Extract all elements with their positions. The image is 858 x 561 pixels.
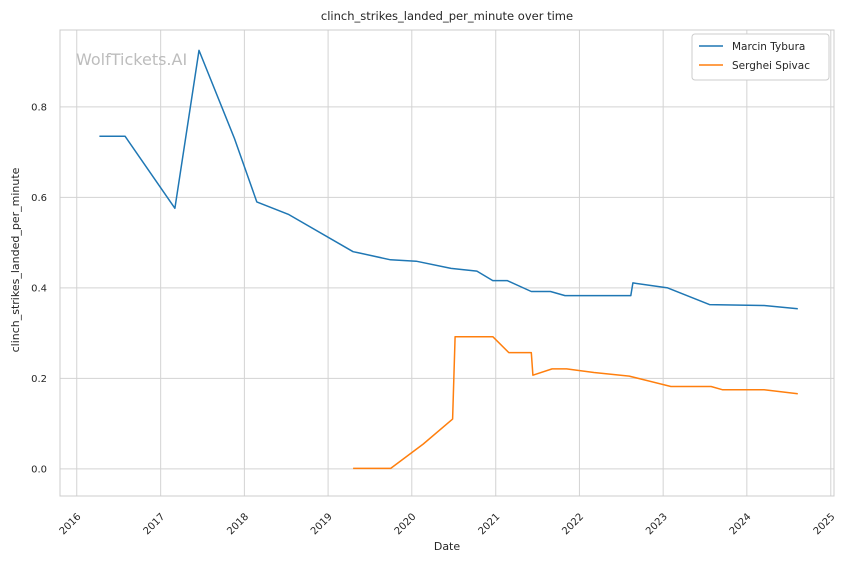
y-tick-labels: 0.0 0.2 0.4 0.6 0.8 <box>31 102 47 475</box>
x-tick-label: 2021 <box>477 511 503 537</box>
y-axis-label: clinch_strikes_landed_per_minute <box>9 167 22 352</box>
chart-title: clinch_strikes_landed_per_minute over ti… <box>321 9 573 23</box>
x-tick-label: 2022 <box>560 511 586 537</box>
x-tick-label: 2024 <box>728 511 754 537</box>
series-line-serghei-spivac <box>353 335 798 470</box>
y-tick-label: 0.8 <box>31 102 47 113</box>
series-layer <box>99 49 798 470</box>
x-axis-label: Date <box>434 540 461 553</box>
y-tick-label: 0.2 <box>31 374 47 385</box>
x-tick-labels: 2016 2017 2018 2019 2020 2021 2022 2023 2024 2025 <box>58 511 838 537</box>
x-tick-label: 2018 <box>225 511 251 537</box>
legend-box <box>691 33 830 81</box>
legend-label-marcin-tybura: Marcin Tybura <box>732 41 805 53</box>
series-line-marcin-tybura <box>99 49 798 310</box>
legend-label-serghei-spivac: Serghei Spivac <box>732 60 810 72</box>
y-tick-label: 0.6 <box>31 193 47 204</box>
x-tick-label: 2025 <box>812 511 838 537</box>
legend: Marcin Tybura Serghei Spivac <box>691 33 830 81</box>
x-tick-label: 2023 <box>644 511 670 537</box>
x-tick-label: 2020 <box>393 511 419 537</box>
y-tick-label: 0.4 <box>31 283 47 294</box>
x-gridlines <box>76 30 832 496</box>
x-tick-label: 2017 <box>142 511 168 537</box>
watermark: WolfTickets.AI <box>76 50 187 69</box>
plot-frame <box>59 29 835 497</box>
x-tick-label: 2019 <box>309 511 335 537</box>
y-tick-label: 0.0 <box>31 464 47 475</box>
x-tick-label: 2016 <box>58 511 84 537</box>
y-gridlines <box>60 106 834 470</box>
